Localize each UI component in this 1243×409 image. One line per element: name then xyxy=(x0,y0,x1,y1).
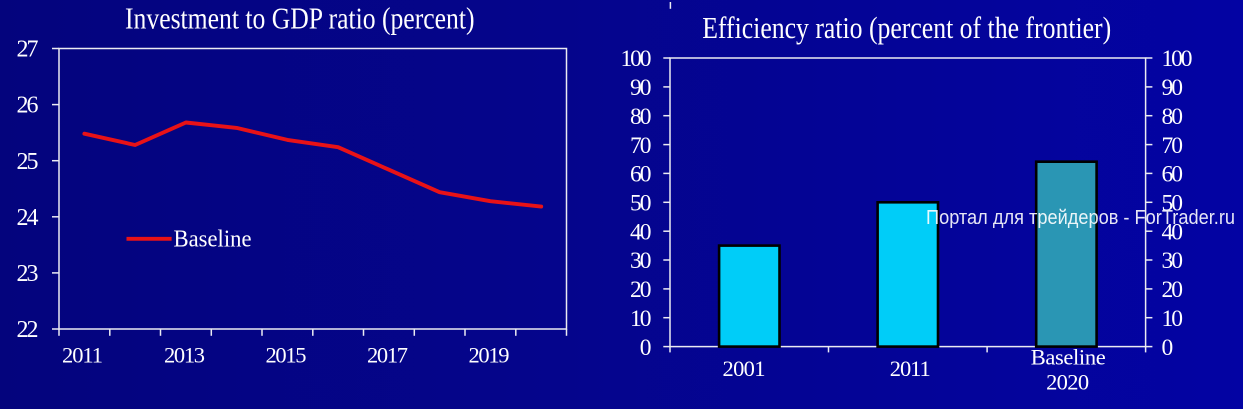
svg-text:60: 60 xyxy=(630,162,652,188)
svg-text:100: 100 xyxy=(621,46,652,72)
svg-text:70: 70 xyxy=(1162,133,1184,159)
svg-text:40: 40 xyxy=(1162,219,1184,245)
svg-text:70: 70 xyxy=(630,133,652,159)
svg-text:25: 25 xyxy=(17,149,39,175)
svg-text:20: 20 xyxy=(630,277,652,303)
svg-text:60: 60 xyxy=(1162,162,1184,188)
svg-text:2015: 2015 xyxy=(266,343,307,368)
svg-text:2020: 2020 xyxy=(1046,369,1089,394)
svg-text:2011: 2011 xyxy=(890,356,931,381)
svg-text:23: 23 xyxy=(17,261,39,287)
svg-text:0: 0 xyxy=(1162,335,1174,361)
svg-text:22: 22 xyxy=(17,317,39,343)
svg-text:50: 50 xyxy=(630,191,652,217)
svg-text:50: 50 xyxy=(1162,191,1184,217)
svg-text:27: 27 xyxy=(17,37,39,63)
svg-text:Efficiency ratio (percent of t: Efficiency ratio (percent of the frontie… xyxy=(702,11,1111,45)
svg-text:Портал для трейдеров - ForTrad: Портал для трейдеров - ForTrader.ru xyxy=(926,207,1235,229)
svg-text:2019: 2019 xyxy=(469,343,510,368)
svg-text:80: 80 xyxy=(630,104,652,130)
svg-text:90: 90 xyxy=(1162,75,1184,101)
svg-text:2017: 2017 xyxy=(367,343,408,368)
svg-text:Investment to GDP ratio (perce: Investment to GDP ratio (percent) xyxy=(125,1,475,35)
svg-text:26: 26 xyxy=(17,93,39,119)
svg-text:0: 0 xyxy=(640,335,652,361)
svg-text:2011: 2011 xyxy=(62,343,103,368)
svg-text:Baseline: Baseline xyxy=(1031,345,1106,370)
svg-text:10: 10 xyxy=(1162,306,1184,332)
svg-text:10: 10 xyxy=(630,306,652,332)
svg-text:80: 80 xyxy=(1162,104,1184,130)
svg-text:30: 30 xyxy=(630,248,652,274)
svg-text:24: 24 xyxy=(17,205,39,231)
svg-text:2013: 2013 xyxy=(164,343,205,368)
svg-text:100: 100 xyxy=(1162,46,1193,72)
svg-text:Baseline: Baseline xyxy=(174,227,252,253)
svg-text:30: 30 xyxy=(1162,248,1184,274)
svg-text:40: 40 xyxy=(630,219,652,245)
svg-text:20: 20 xyxy=(1162,277,1184,303)
svg-text:2001: 2001 xyxy=(723,356,766,381)
svg-text:90: 90 xyxy=(630,75,652,101)
